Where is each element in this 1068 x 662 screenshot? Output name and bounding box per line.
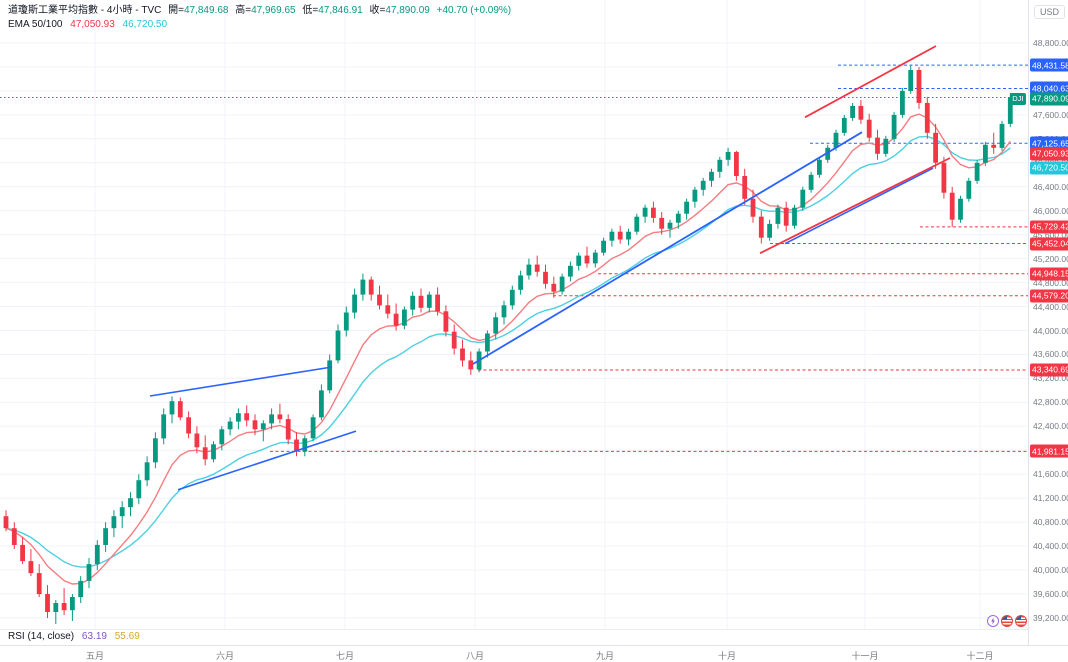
ohlc-high-label: 高= [235,5,252,16]
rsi-value: 63.19 [81,631,107,642]
price-level-tag: 47,050.93 [1030,147,1068,161]
price-tick-label: 40,800.00 [1033,517,1068,528]
price-tick-label: 44,800.00 [1033,277,1068,288]
price-level-tag: 45,452.04 [1030,237,1068,251]
price-tick-label: 47,600.00 [1033,109,1068,120]
month-tick-label: 五月 [85,651,105,661]
price-tick-label: 39,200.00 [1033,613,1068,623]
price-level-tag: 48,040.63 [1030,81,1068,95]
ema-indicator-label[interactable]: EMA 50/100 [8,19,63,30]
price-tick-label: 40,000.00 [1033,565,1068,576]
symbol-legend-row: 道瓊斯工業平均指數 - 4小時 - TVC 開=47,849.68 高=47,9… [8,4,511,18]
symbol-title[interactable]: 道瓊斯工業平均指數 - 4小時 - TVC [8,5,162,16]
price-tick-label: 48,800.00 [1033,38,1068,48]
price-level-tag: 45,729.42 [1030,220,1068,234]
price-tick-label: 45,200.00 [1033,253,1068,264]
month-tick-label: 八月 [465,651,485,661]
price-level-tag: 44,579.20 [1030,289,1068,303]
chart-legend: 道瓊斯工業平均指數 - 4小時 - TVC 開=47,849.68 高=47,9… [8,4,511,32]
month-tick-label: 六月 [215,651,235,661]
price-tick-label: 41,600.00 [1033,469,1068,480]
ohlc-low-value: 47,846.91 [318,5,363,16]
price-tick-label: 43,600.00 [1033,349,1068,360]
price-tick-label: 41,200.00 [1033,493,1068,504]
month-tick-label: 九月 [595,651,615,661]
price-tick-label: 44,000.00 [1033,325,1068,336]
lightning-bolt-glyph [991,617,995,625]
price-level-tag: 44,948.15 [1030,267,1068,281]
price-tick-label: 44,400.00 [1033,301,1068,312]
lightning-event-icon[interactable] [987,615,999,627]
ohlc-high-value: 47,969.65 [251,5,296,16]
rsi-indicator-label[interactable]: RSI (14, close) [8,631,75,642]
price-tick-label: 40,400.00 [1033,541,1068,552]
price-level-tag: 43,340.69 [1030,363,1068,377]
us-flag-event-icon[interactable] [1015,615,1027,627]
price-axis[interactable]: USD 48,800.0047,600.0047,200.0046,800.00… [1028,0,1068,645]
price-level-tag: 46,720.50 [1030,161,1068,175]
price-level-tag: 47,125.65 [1030,136,1068,150]
ohlc-open-label: 開= [168,5,184,16]
price-tick-label: 43,200.00 [1033,373,1068,384]
price-tick-label: 42,800.00 [1033,397,1068,408]
ohlc-close-value: 47,890.09 [385,5,430,16]
symbol-price-mini-tag: DJI [1009,92,1026,105]
ohlc-open-value: 47,849.68 [183,5,229,16]
rsi-ma-value: 55.69 [114,631,140,642]
pane-separator[interactable] [0,629,1068,630]
price-level-tag: 41,981.15 [1030,444,1068,458]
month-tick-label: 十一月 [851,651,879,661]
us-flag-event-icon[interactable] [1001,615,1013,627]
price-tick-label: 45,600.00 [1033,229,1068,240]
month-tick-label: 十月 [717,651,737,661]
event-icons [987,615,1027,627]
month-tick-label: 七月 [335,651,355,661]
month-tick-label: 十二月 [966,651,994,661]
ohlc-low-label: 低= [302,5,319,16]
ema100-value: 46,720.50 [122,19,168,30]
price-tick-label: 42,400.00 [1033,421,1068,432]
price-tick-label: 39,600.00 [1033,589,1068,600]
ema50-value: 47,050.93 [70,19,115,30]
ohlc-close-label: 收= [369,5,386,16]
candlestick-chart[interactable] [0,0,1068,645]
price-level-tag: 48,431.58 [1030,58,1068,72]
current-price-tag: 47,890.09 [1030,92,1068,106]
ema-legend-row: EMA 50/100 47,050.93 46,720.50 [8,18,511,32]
currency-button: USD [1034,5,1066,19]
time-axis[interactable]: 五月 六月 七月 八月 九月 十月 十一月 十二月 [0,645,1068,662]
price-tick-label: 46,400.00 [1033,181,1068,192]
price-tick-label: 46,000.00 [1033,205,1068,216]
price-change: +40.70 (+0.09%) [436,5,512,16]
rsi-legend: RSI (14, close) 63.19 55.69 [8,631,140,642]
